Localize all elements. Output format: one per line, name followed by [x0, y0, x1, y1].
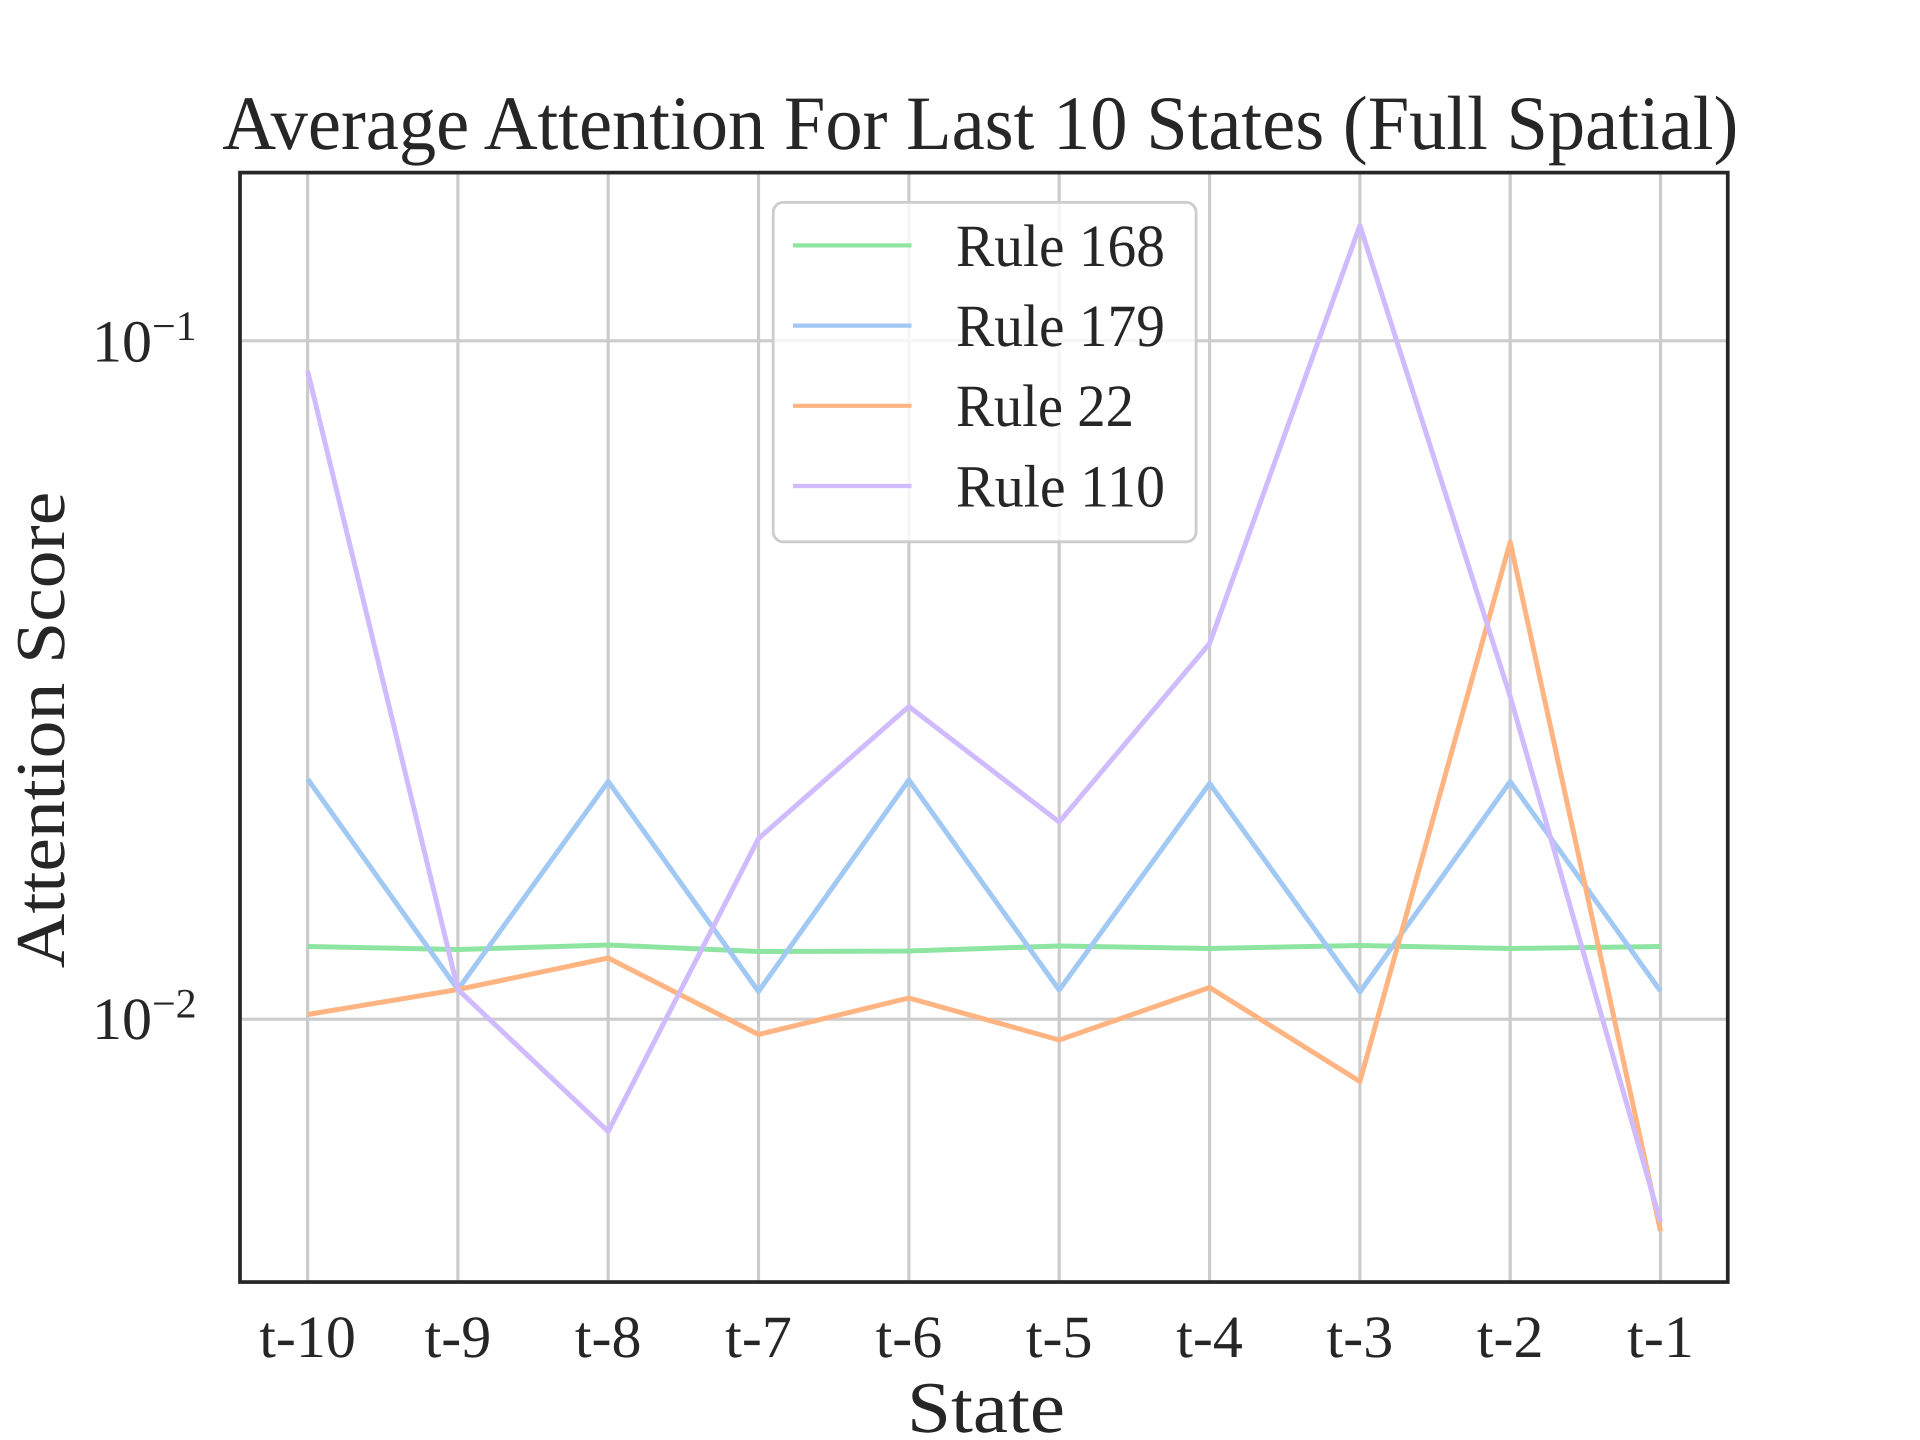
svg-text:t-6: t-6	[876, 1304, 943, 1370]
svg-text:t-7: t-7	[725, 1304, 792, 1370]
svg-text:Average Attention For Last 10: Average Attention For Last 10 States (Fu…	[222, 80, 1738, 166]
svg-text:t-10: t-10	[259, 1304, 356, 1370]
svg-text:Rule 110: Rule 110	[956, 453, 1165, 519]
svg-text:Rule 168: Rule 168	[956, 213, 1165, 279]
svg-text:Attention Score: Attention Score	[3, 492, 80, 969]
svg-text:t-1: t-1	[1627, 1304, 1694, 1370]
svg-text:t-9: t-9	[425, 1304, 492, 1370]
svg-text:State: State	[907, 1367, 1065, 1440]
svg-text:Rule 22: Rule 22	[956, 373, 1134, 439]
svg-text:10−1: 10−1	[92, 304, 197, 374]
svg-text:Rule 179: Rule 179	[956, 293, 1165, 359]
svg-text:t-5: t-5	[1026, 1304, 1093, 1370]
svg-text:10−2: 10−2	[92, 982, 197, 1052]
svg-text:t-4: t-4	[1176, 1304, 1243, 1370]
svg-text:t-3: t-3	[1327, 1304, 1394, 1370]
svg-text:t-2: t-2	[1477, 1304, 1544, 1370]
svg-text:t-8: t-8	[575, 1304, 642, 1370]
